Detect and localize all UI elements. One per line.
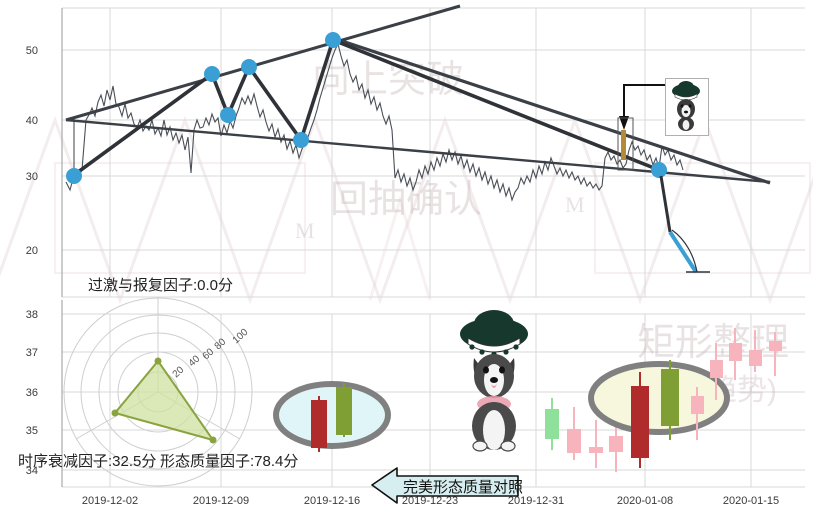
- candle-2: [567, 407, 581, 460]
- breakdown-stroke: [659, 175, 672, 233]
- watermark-breakout: 向上突破: [312, 59, 464, 101]
- xtick-6: 2020-01-15: [723, 495, 779, 507]
- bottom-ytick-35: 35: [26, 425, 38, 437]
- pivot-marker-5: [293, 132, 309, 148]
- annotation-leader: [623, 84, 665, 108]
- annotation-candle: [621, 130, 626, 160]
- candle-9: [729, 328, 742, 380]
- recent-highlight-ellipse: [588, 361, 730, 435]
- annotation-box: [617, 117, 634, 171]
- dog-thumbnail-box: [665, 78, 709, 136]
- watermark-m-left: M: [295, 218, 315, 243]
- watermark-rectangle-consolidation: 矩形整理: [637, 322, 789, 364]
- reference-candle-up: [336, 383, 352, 437]
- bottom-ytick-38: 38: [26, 309, 38, 321]
- candle-5: [631, 372, 649, 468]
- xtick-4: 2019-12-31: [508, 495, 564, 507]
- quality-factor-label: 形态质量因子:78.4分: [160, 453, 298, 470]
- radar-polygon: [113, 359, 216, 442]
- watermark-pullback: 回抽确认: [330, 179, 482, 221]
- top-ytick-30: 30: [26, 171, 38, 183]
- candle-3: [589, 420, 603, 468]
- bottom-ytick-36: 36: [26, 387, 38, 399]
- bottom-ytick-34: 34: [26, 465, 38, 477]
- candle-1: [545, 398, 559, 450]
- callout-arrow-shape: [371, 467, 519, 504]
- breakdown-curve: [671, 229, 698, 273]
- radar-vertex-aggression: [209, 436, 217, 444]
- callout-label: 完美形态质量对照: [403, 479, 523, 496]
- aggression-factor-label: 过激与报复因子:0.0分: [88, 276, 233, 294]
- xtick-2: 2019-12-16: [304, 495, 360, 507]
- descending-trendline: [332, 36, 771, 185]
- top-ytick-50: 50: [26, 45, 38, 57]
- bottom-ytick-37: 37: [26, 347, 38, 359]
- decay-factor-label: 时序衰减因子:32.5分: [18, 453, 156, 470]
- pivot-marker-3: [220, 107, 236, 123]
- pivot-markers: [66, 32, 667, 184]
- xtick-5: 2020-01-08: [617, 495, 673, 507]
- pivot-marker-6: [325, 32, 341, 48]
- xtick-3: 2019-12-23: [402, 495, 458, 507]
- candle-11: [769, 332, 782, 376]
- pivot-marker-4: [241, 59, 257, 75]
- candle-7: [691, 387, 704, 440]
- price-series: [65, 42, 684, 202]
- candle-8: [710, 343, 723, 400]
- radar-vertex-quality: [111, 409, 119, 417]
- candle-6: [661, 360, 679, 440]
- breakdown-arrow: [668, 230, 698, 274]
- reference-candle-down: [311, 396, 327, 452]
- dog-mascot: [460, 310, 528, 452]
- radar-vertex-decay: [154, 357, 162, 365]
- pivot-marker-7: [651, 162, 667, 178]
- candle-4: [609, 424, 623, 472]
- pivot-marker-1: [66, 168, 82, 184]
- top-ytick-20: 20: [26, 245, 38, 257]
- watermark-m-right: M: [565, 192, 585, 217]
- top-ytick-40: 40: [26, 115, 38, 127]
- candle-10: [749, 330, 762, 372]
- xtick-0: 2019-12-02: [82, 495, 138, 507]
- annotation-arrowhead: [619, 116, 629, 130]
- pivot-marker-2: [204, 66, 220, 82]
- xtick-1: 2019-12-09: [193, 495, 249, 507]
- reference-highlight-ellipse: [273, 381, 391, 449]
- upper-trendline: [65, 4, 461, 122]
- dog-thumbnail-icon: [672, 81, 700, 131]
